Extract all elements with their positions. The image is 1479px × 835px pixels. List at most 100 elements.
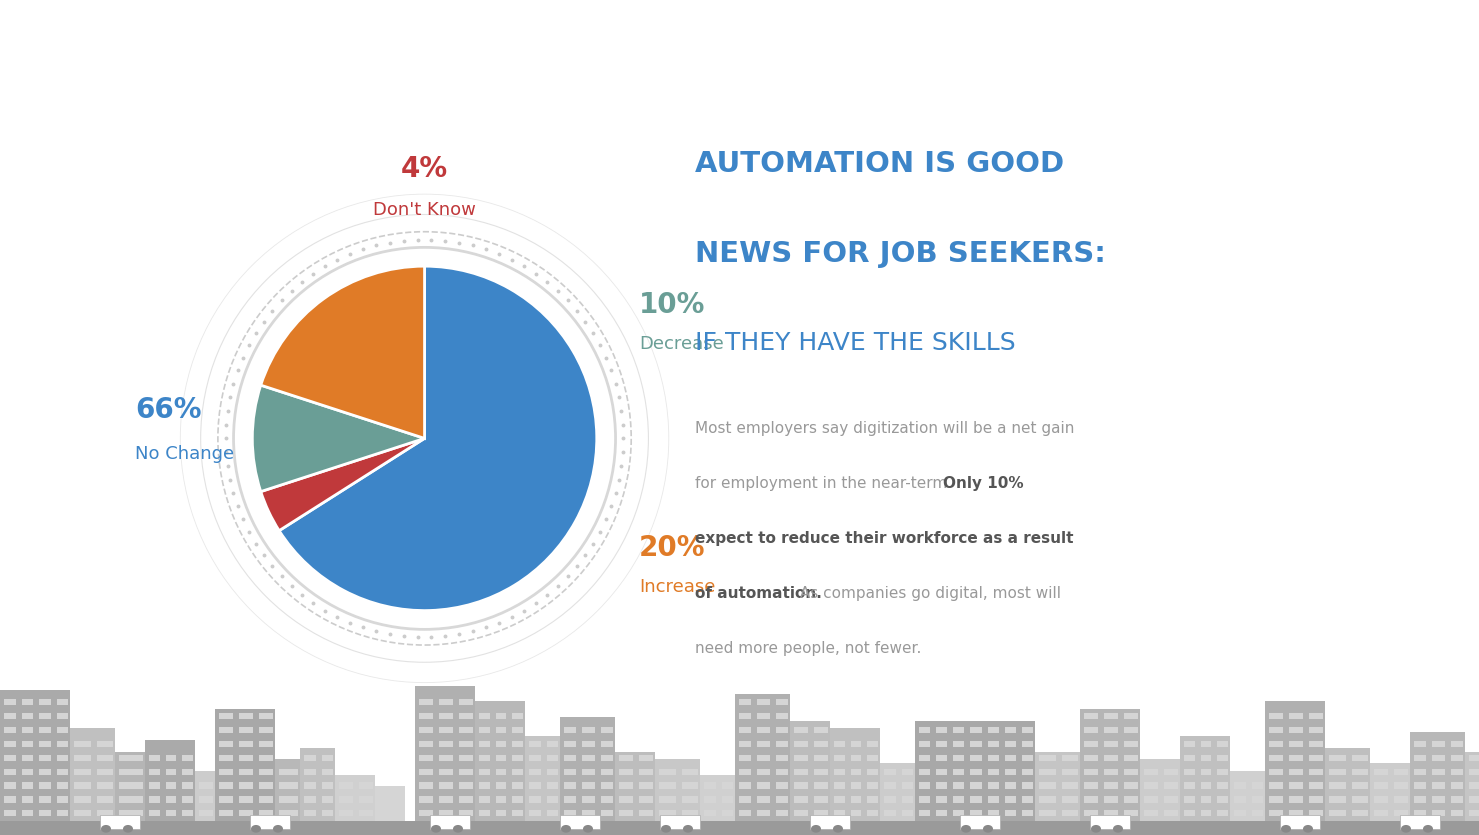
- Bar: [1185, 741, 1195, 747]
- Bar: [988, 810, 998, 817]
- Bar: [4, 726, 15, 733]
- Bar: [1124, 726, 1137, 733]
- Bar: [22, 741, 33, 747]
- Bar: [529, 741, 540, 747]
- Circle shape: [961, 825, 972, 832]
- Circle shape: [1423, 825, 1433, 832]
- Bar: [166, 768, 176, 775]
- Bar: [321, 810, 333, 817]
- Bar: [867, 797, 879, 802]
- Bar: [600, 741, 612, 747]
- Bar: [1414, 810, 1426, 817]
- Bar: [563, 768, 577, 775]
- Bar: [439, 755, 453, 761]
- Bar: [512, 726, 524, 733]
- Bar: [1290, 741, 1303, 747]
- Bar: [970, 797, 982, 802]
- Bar: [219, 782, 234, 788]
- Bar: [936, 768, 947, 775]
- Bar: [757, 713, 769, 719]
- Bar: [1217, 741, 1228, 747]
- Bar: [547, 741, 558, 747]
- Bar: [880, 763, 916, 821]
- Bar: [1201, 797, 1211, 802]
- Bar: [512, 782, 524, 788]
- Bar: [479, 726, 490, 733]
- Bar: [936, 741, 947, 747]
- Bar: [960, 815, 1000, 829]
- Bar: [563, 741, 577, 747]
- Bar: [1185, 782, 1195, 788]
- Bar: [834, 755, 845, 761]
- Bar: [22, 699, 33, 706]
- Bar: [240, 741, 253, 747]
- Bar: [1164, 768, 1177, 775]
- Bar: [1451, 782, 1463, 788]
- Bar: [740, 797, 751, 802]
- Bar: [38, 741, 50, 747]
- Bar: [740, 726, 751, 733]
- Bar: [775, 726, 788, 733]
- Text: THE GLOBAL IMPACT OF DIGITIZATION: THE GLOBAL IMPACT OF DIGITIZATION: [37, 39, 810, 73]
- Bar: [259, 797, 274, 802]
- Bar: [722, 810, 734, 817]
- Text: of automation.: of automation.: [695, 586, 822, 601]
- Bar: [600, 755, 612, 761]
- Bar: [1201, 755, 1211, 761]
- Bar: [479, 782, 490, 788]
- Bar: [512, 755, 524, 761]
- Bar: [918, 797, 930, 802]
- Bar: [794, 755, 808, 761]
- Bar: [458, 726, 473, 733]
- Bar: [4, 768, 15, 775]
- Bar: [1080, 709, 1140, 821]
- Bar: [4, 810, 15, 817]
- Bar: [1309, 741, 1324, 747]
- Bar: [479, 797, 490, 802]
- Bar: [1395, 797, 1408, 802]
- Bar: [1217, 782, 1228, 788]
- Bar: [359, 810, 373, 817]
- Bar: [4, 797, 15, 802]
- Bar: [740, 741, 751, 747]
- Bar: [214, 709, 275, 821]
- Circle shape: [661, 825, 671, 832]
- Bar: [1022, 726, 1032, 733]
- Bar: [682, 782, 698, 788]
- Bar: [660, 797, 676, 802]
- Bar: [149, 768, 160, 775]
- Bar: [529, 755, 540, 761]
- Bar: [1374, 782, 1387, 788]
- Bar: [321, 768, 333, 775]
- Bar: [834, 768, 845, 775]
- Bar: [1451, 797, 1463, 802]
- Bar: [830, 728, 880, 821]
- Bar: [561, 716, 615, 821]
- Bar: [280, 782, 297, 788]
- Bar: [56, 726, 68, 733]
- Bar: [735, 694, 790, 821]
- Bar: [145, 740, 195, 821]
- Bar: [1103, 726, 1118, 733]
- Bar: [1395, 810, 1408, 817]
- Bar: [740, 713, 751, 719]
- Bar: [600, 726, 612, 733]
- Bar: [620, 755, 633, 761]
- Bar: [810, 815, 850, 829]
- Bar: [74, 755, 90, 761]
- Bar: [1103, 755, 1118, 761]
- Bar: [834, 782, 845, 788]
- Bar: [1217, 768, 1228, 775]
- Bar: [1374, 797, 1387, 802]
- Bar: [834, 810, 845, 817]
- Bar: [479, 810, 490, 817]
- Bar: [1164, 810, 1177, 817]
- Bar: [547, 768, 558, 775]
- Bar: [1124, 782, 1137, 788]
- Text: As companies go digital, most will: As companies go digital, most will: [796, 586, 1060, 601]
- Bar: [1022, 741, 1032, 747]
- Bar: [1062, 755, 1078, 761]
- Bar: [96, 782, 112, 788]
- Text: AUTOMATION IS GOOD: AUTOMATION IS GOOD: [695, 150, 1065, 179]
- Bar: [1395, 768, 1408, 775]
